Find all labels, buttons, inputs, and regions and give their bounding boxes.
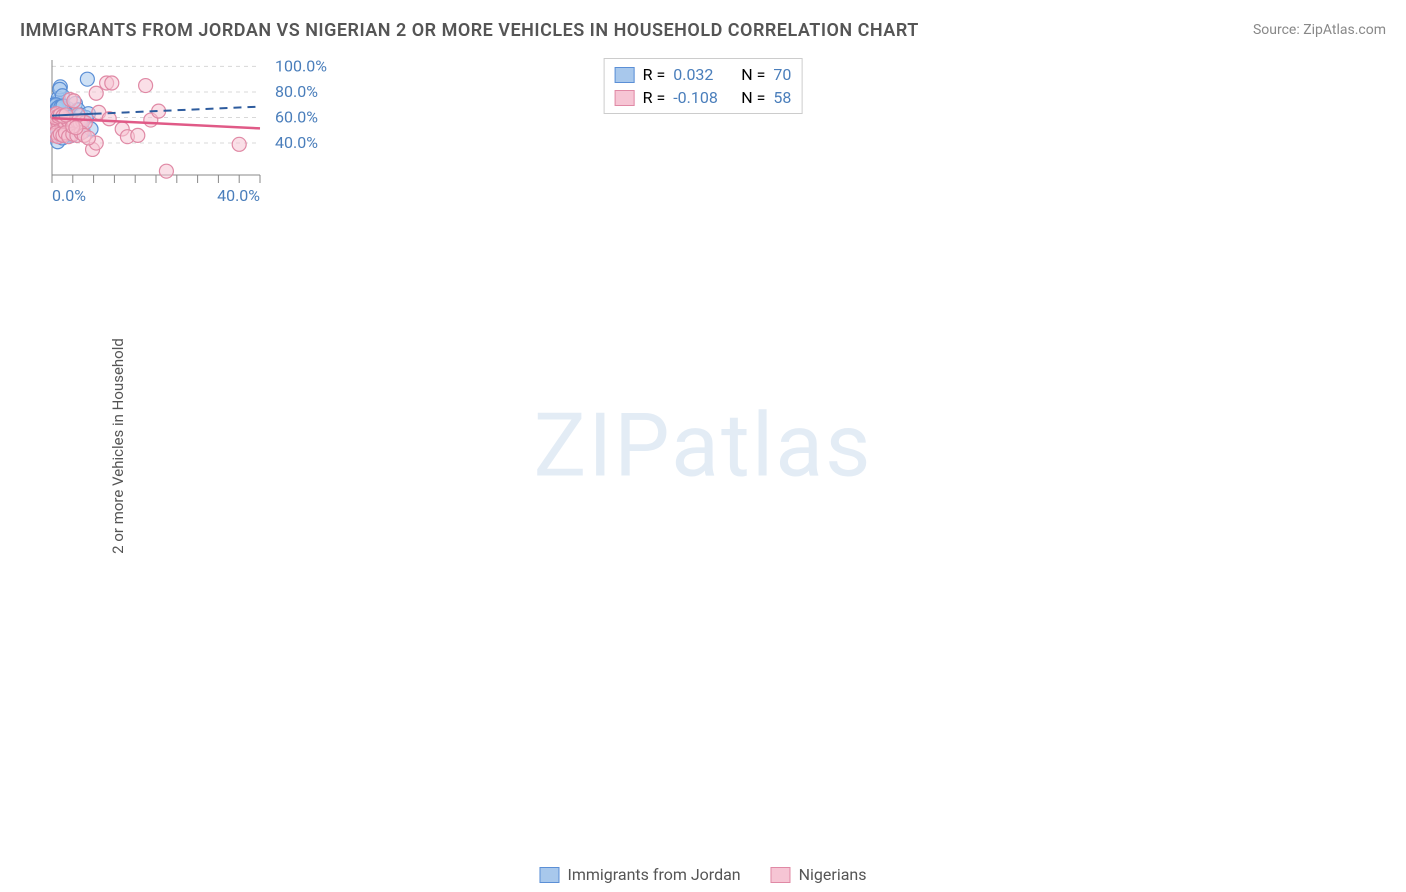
chart-title: IMMIGRANTS FROM JORDAN VS NIGERIAN 2 OR … [20,20,919,41]
r-value-jordan: 0.032 [673,65,733,84]
swatch-nigerian [615,90,635,106]
watermark: ZIPatlas [533,395,872,498]
swatch-nigerian-icon [771,867,791,883]
swatch-jordan [615,67,635,83]
svg-text:0.0%: 0.0% [52,186,86,205]
source-attribution: Source: ZipAtlas.com [1253,22,1386,38]
r-label: R = [643,65,666,84]
legend-label-jordan: Immigrants from Jordan [567,865,740,884]
correlation-legend: R = 0.032 N = 70 R = -0.108 N = 58 [604,58,803,114]
svg-text:40.0%: 40.0% [275,133,318,152]
legend-label-nigerian: Nigerians [799,865,867,884]
scatter-plot: 40.0% 60.0% 80.0% 100.0% 0.0% 40.0% [50,55,350,205]
n-value-nigerian: 58 [773,88,791,107]
n-value-jordan: 70 [773,65,791,84]
svg-text:100.0%: 100.0% [275,56,327,75]
series-legend: Immigrants from Jordan Nigerians [539,865,866,884]
legend-item-jordan: Immigrants from Jordan [539,865,740,884]
swatch-jordan-icon [539,867,559,883]
svg-text:60.0%: 60.0% [275,108,318,127]
legend-item-nigerian: Nigerians [771,865,867,884]
legend-row-nigerian: R = -0.108 N = 58 [615,86,792,109]
n-label: N = [741,65,765,84]
n-label: N = [741,88,765,107]
r-label: R = [643,88,666,107]
svg-text:40.0%: 40.0% [217,186,260,205]
r-value-nigerian: -0.108 [673,88,733,107]
y-axis-label: 2 or more Vehicles in Household [109,338,127,554]
legend-row-jordan: R = 0.032 N = 70 [615,63,792,86]
svg-text:80.0%: 80.0% [275,82,318,101]
